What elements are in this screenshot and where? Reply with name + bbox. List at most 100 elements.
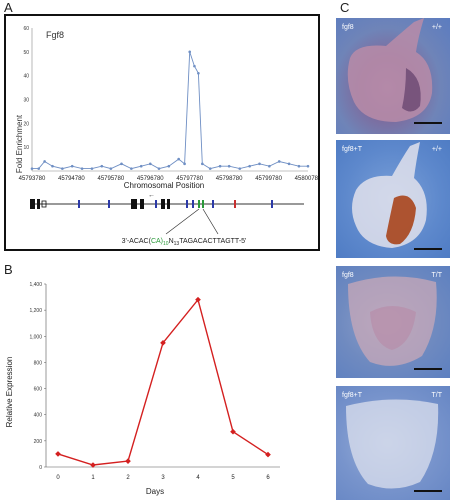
photo-1-genotype: +/+ [431, 24, 442, 31]
photo-3-inner-shape [370, 306, 416, 350]
panel-label-b: B [4, 262, 13, 277]
sequence-repeat: CA) [151, 238, 163, 245]
chart-a-xtick-label: 45800780 [295, 176, 318, 182]
chart-a-point [218, 164, 222, 168]
chart-a-point [109, 167, 113, 170]
sequence-suffix: TAGACACTTAGTT-5' [179, 238, 246, 245]
sequence-mid: N [169, 238, 174, 245]
chart-b-xtick-label: 1 [91, 475, 95, 481]
site-mark-blue-7 [271, 200, 273, 208]
photo-fgf8-mutant: fgf8 T/T [336, 266, 450, 378]
callout-line-left [165, 208, 200, 235]
chart-a-point [148, 162, 152, 166]
chart-a-point [268, 164, 271, 168]
chart-b-axes: 0 200 400 600 800 1,000 1,200 1,400 0 1 2 3 4 5 6 [29, 282, 280, 481]
photo-1-label: fgf8 [342, 24, 354, 31]
chart-a-point [43, 160, 46, 163]
binding-sequence: 3'-ACAC(CA)10N13TAGACACTTAGTT-5' [122, 238, 247, 247]
chart-a-ylabel: Fold Enrichment [15, 114, 24, 173]
chart-b-xtick-label: 2 [126, 475, 130, 481]
chart-b-point [265, 451, 271, 458]
chart-a-point [248, 164, 251, 168]
site-mark-green-2 [202, 200, 204, 208]
chart-a-point [188, 50, 192, 54]
chart-a-xtick-label: 45794780 [58, 176, 85, 182]
photo-4-tissue [346, 399, 439, 489]
chart-b-xtick-label: 4 [196, 475, 200, 481]
chart-b-xlabel: Days [146, 487, 164, 496]
site-mark-blue-5 [192, 200, 194, 208]
chart-a-xtick-label: 45797780 [176, 176, 203, 182]
transcription-direction-arrow: ← [148, 192, 155, 199]
panel-label-c: C [340, 0, 350, 15]
chart-b-xtick-label: 0 [56, 475, 60, 481]
chart-a-point [277, 160, 281, 163]
photo-2-genotype: +/+ [431, 146, 442, 153]
site-mark-green-1 [198, 200, 200, 208]
chart-b-xtick-label: 5 [231, 475, 235, 481]
chart-a-ytick-label: 60 [23, 26, 29, 32]
photo-fgf8T-wildtype: fgf8+T +/+ [336, 140, 450, 258]
panel-c-photos: fgf8 +/+ fgf8+T +/+ fgf8 T/T fgf8+T T/T [336, 4, 450, 500]
photo-3-tissue [348, 276, 437, 366]
chart-a-point [167, 164, 171, 168]
chart-b-ytick-label: 600 [34, 387, 43, 393]
site-mark-blue-1 [78, 200, 80, 208]
chart-a-xtick-label: 45793780 [19, 176, 46, 182]
chart-a-point [287, 162, 291, 166]
chart-a-point [177, 157, 180, 161]
photo-2-tissue [352, 142, 427, 248]
exon-block-4 [131, 199, 137, 209]
photo-1-stain [402, 68, 421, 112]
chart-a-point [306, 164, 310, 168]
chart-b-ytick-label: 1,200 [29, 308, 42, 314]
chart-a-ytick-label: 50 [23, 50, 29, 56]
chart-b-ytick-label: 1,000 [29, 334, 42, 340]
sequence-prefix: 3'-ACAC( [122, 238, 152, 245]
photo-3-scalebar [414, 368, 442, 370]
chart-b-point [160, 339, 166, 346]
photo-4-tissue-shape [346, 399, 439, 489]
exon-block-5 [140, 199, 144, 209]
chart-a-ytick-label: 40 [23, 74, 29, 80]
chart-a-point [183, 162, 186, 166]
chart-a-point [238, 167, 242, 170]
chart-a-point [51, 164, 54, 168]
chart-a-ytick-label: 10 [23, 145, 29, 151]
photo-4-label: fgf8+T [342, 392, 363, 399]
sequence-mid-subscript: 13 [174, 241, 180, 247]
site-mark-blue-2 [108, 200, 110, 208]
photo-4-genotype: T/T [431, 392, 443, 399]
chart-b-series [55, 296, 271, 468]
chart-a-xtick-label: 45798780 [216, 176, 243, 182]
chart-b-point [125, 458, 131, 464]
chart-a-point [80, 167, 84, 170]
site-mark-red [234, 200, 236, 208]
chart-a-point [37, 167, 41, 170]
chart-a-xtick-label: 45796780 [137, 176, 164, 182]
chart-a-series [30, 50, 310, 170]
chart-a-xtick-label: 45795780 [98, 176, 125, 182]
chart-a-xlabel: Chromosomal Position [124, 181, 204, 190]
chart-b-ytick-label: 0 [39, 465, 42, 471]
panel-label-a: A [4, 0, 13, 15]
photo-2-scalebar [414, 248, 442, 250]
photo-fgf8T-mutant: fgf8+T T/T [336, 386, 450, 500]
chart-b-ylabel: Relative Expression [5, 357, 14, 428]
photo-2-stain [386, 195, 416, 245]
sequence-repeat-subscript: 10 [163, 241, 169, 247]
chart-a-point [197, 71, 200, 75]
chart-a-series-line [32, 51, 308, 170]
exon-block-7 [167, 199, 170, 209]
panel-a-frame: Fgf8 Fold Enrichment Chromosomal Positio… [4, 14, 322, 251]
site-mark-blue-6 [212, 200, 214, 208]
chart-b-xtick-label: 6 [266, 475, 270, 481]
chart-a-axes: 10 20 30 40 50 60 45793780 45794780 45795780 4579… [19, 26, 322, 182]
chart-a-point [193, 64, 196, 68]
chart-b-point [90, 462, 96, 468]
chart-b-series-line [57, 298, 269, 466]
exon-block-3 [41, 200, 47, 208]
chart-a-point [208, 167, 212, 170]
chart-a-point [258, 162, 261, 166]
chart-a-point [70, 164, 74, 168]
